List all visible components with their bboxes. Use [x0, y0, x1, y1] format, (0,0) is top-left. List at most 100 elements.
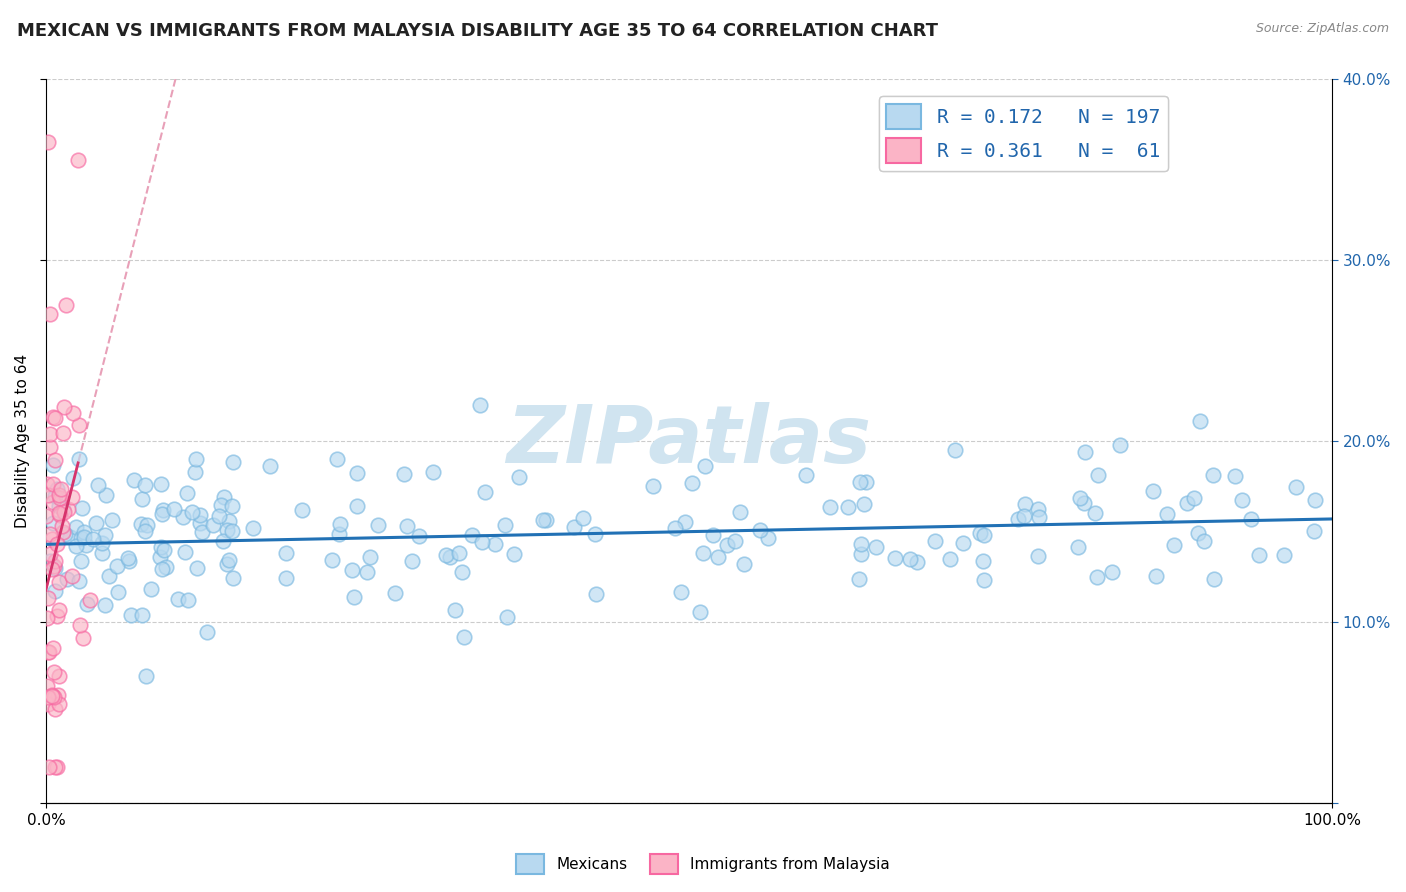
- Point: [1028, 510, 1050, 524]
- Point: [44, 489, 66, 503]
- Point: [35, 679, 58, 693]
- Point: [326, 452, 349, 467]
- Point: [53, 505, 76, 519]
- Point: [865, 540, 887, 554]
- Point: [973, 573, 995, 587]
- Point: [1182, 491, 1205, 506]
- Point: [973, 528, 995, 542]
- Point: [453, 630, 475, 644]
- Point: [191, 524, 214, 539]
- Point: [1302, 524, 1324, 538]
- Point: [44, 665, 66, 679]
- Legend: Mexicans, Immigrants from Malaysia: Mexicans, Immigrants from Malaysia: [510, 848, 896, 880]
- Point: [42, 477, 65, 491]
- Point: [97, 568, 120, 582]
- Point: [818, 500, 841, 515]
- Point: [583, 527, 606, 541]
- Point: [39, 440, 62, 454]
- Point: [359, 549, 381, 564]
- Point: [837, 500, 859, 515]
- Point: [84, 516, 107, 530]
- Point: [62, 406, 84, 420]
- Point: [55, 298, 77, 312]
- Point: [585, 587, 607, 601]
- Point: [136, 518, 159, 533]
- Point: [211, 533, 233, 548]
- Point: [1074, 445, 1097, 459]
- Point: [394, 467, 416, 481]
- Point: [217, 557, 239, 571]
- Point: [724, 533, 747, 548]
- Point: [82, 532, 104, 546]
- Point: [1073, 496, 1095, 510]
- Point: [117, 551, 139, 566]
- Point: [38, 645, 60, 659]
- Point: [48, 499, 70, 513]
- Point: [367, 517, 389, 532]
- Point: [163, 501, 186, 516]
- Point: [42, 690, 65, 704]
- Point: [474, 485, 496, 500]
- Point: [1084, 506, 1107, 520]
- Point: [150, 562, 173, 576]
- Point: [107, 585, 129, 599]
- Point: [470, 398, 492, 412]
- Point: [184, 466, 207, 480]
- Point: [905, 555, 928, 569]
- Point: [67, 574, 90, 588]
- Point: [41, 690, 63, 704]
- Point: [101, 513, 124, 527]
- Point: [1026, 549, 1049, 563]
- Point: [46, 688, 69, 702]
- Point: [439, 549, 461, 564]
- Point: [66, 153, 89, 168]
- Point: [173, 545, 195, 559]
- Point: [943, 443, 966, 458]
- Point: [153, 543, 176, 558]
- Point: [460, 527, 482, 541]
- Point: [42, 495, 65, 509]
- Point: [46, 482, 69, 496]
- Point: [1202, 467, 1225, 482]
- Point: [328, 526, 350, 541]
- Point: [37, 136, 59, 150]
- Point: [450, 565, 472, 579]
- Point: [1085, 570, 1108, 584]
- Point: [1101, 565, 1123, 579]
- Point: [221, 499, 243, 513]
- Point: [422, 465, 444, 479]
- Point: [70, 554, 93, 568]
- Point: [46, 537, 69, 551]
- Point: [53, 401, 76, 415]
- Point: [72, 632, 94, 646]
- Point: [152, 503, 174, 517]
- Point: [67, 452, 90, 467]
- Point: [122, 473, 145, 487]
- Point: [184, 451, 207, 466]
- Point: [222, 455, 245, 469]
- Point: [141, 582, 163, 596]
- Point: [70, 531, 93, 545]
- Point: [471, 535, 494, 549]
- Point: [150, 507, 173, 521]
- Point: [167, 591, 190, 606]
- Point: [67, 417, 90, 432]
- Point: [384, 586, 406, 600]
- Point: [534, 513, 557, 527]
- Point: [48, 488, 70, 502]
- Point: [356, 565, 378, 579]
- Point: [105, 559, 128, 574]
- Point: [48, 669, 70, 683]
- Point: [176, 592, 198, 607]
- Point: [1066, 540, 1088, 554]
- Point: [693, 459, 716, 474]
- Point: [1225, 469, 1247, 483]
- Point: [44, 411, 66, 425]
- Point: [1303, 493, 1326, 508]
- Point: [689, 605, 711, 619]
- Point: [1247, 548, 1270, 562]
- Point: [1007, 512, 1029, 526]
- Point: [44, 583, 66, 598]
- Point: [51, 518, 73, 533]
- Point: [37, 690, 59, 705]
